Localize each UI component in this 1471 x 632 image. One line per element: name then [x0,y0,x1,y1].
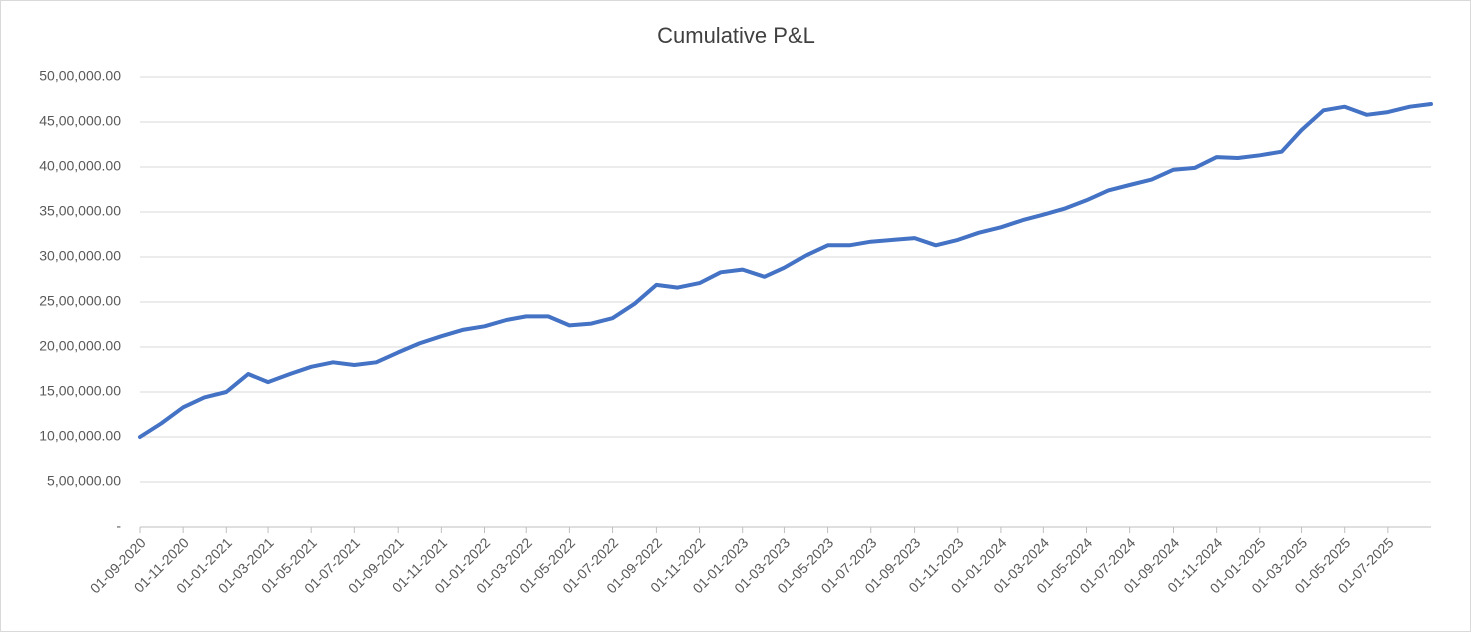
chart-title: Cumulative P&L [657,23,815,48]
y-tick-label: 40,00,000.00 [39,158,121,174]
y-tick-label: 30,00,000.00 [39,248,121,264]
y-tick-label: 25,00,000.00 [39,293,121,309]
series-line [138,102,1433,439]
y-tick-label: 10,00,000.00 [39,428,121,444]
y-tick-label: 20,00,000.00 [39,338,121,354]
y-tick-label: - [116,518,121,534]
y-tick-label: 50,00,000.00 [39,68,121,84]
y-tick-label: 35,00,000.00 [39,203,121,219]
y-tick-label: 15,00,000.00 [39,383,121,399]
y-tick-label: 45,00,000.00 [39,113,121,129]
y-tick-label: 5,00,000.00 [47,473,121,489]
